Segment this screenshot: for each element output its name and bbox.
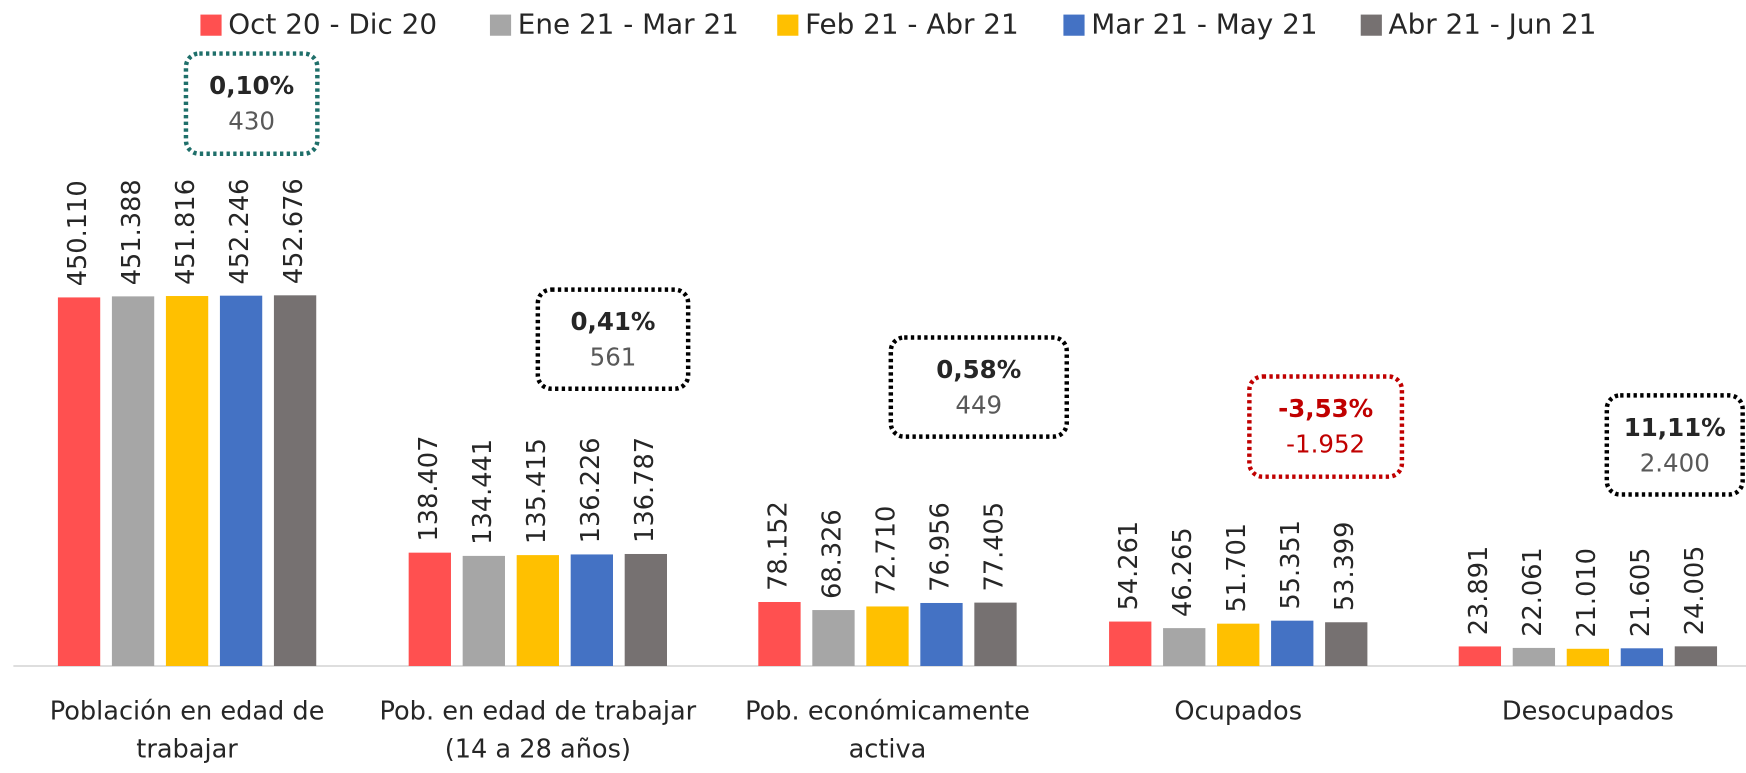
bar: [920, 602, 963, 666]
bar: [1271, 620, 1314, 666]
annotation-box: [1604, 393, 1745, 497]
bar: [516, 555, 559, 666]
annotation-percent: 0,41%: [571, 307, 656, 336]
bar: [57, 297, 101, 666]
value-label: 24.005: [1680, 546, 1710, 636]
category-label-box: Pob. en edad de trabajar (14 a 28 años): [379, 697, 697, 764]
value-label: 23.891: [1464, 546, 1494, 636]
bar: [1458, 646, 1502, 666]
value-label: 21.010: [1572, 548, 1602, 638]
bar: [1674, 646, 1718, 666]
bar: [462, 555, 505, 666]
value-label: 134.441: [468, 439, 498, 545]
value-label: 72.710: [871, 506, 901, 596]
x-tick-label: Ocupados: [1174, 697, 1303, 727]
x-tick-label: Desocupados: [1501, 697, 1674, 727]
bar: [1512, 647, 1556, 666]
value-label: 46.265: [1168, 527, 1198, 617]
bar: [974, 602, 1017, 666]
category-label-box: Población en edad de trabajar: [49, 697, 325, 764]
annotation-box: [888, 335, 1069, 439]
annotation-box: [535, 287, 691, 391]
bar: [1217, 623, 1260, 666]
x-tick-label: Pob. económicamente activa: [745, 697, 1030, 764]
value-label: 450.110: [63, 180, 93, 286]
value-label: 138.407: [414, 436, 444, 542]
bar: [624, 553, 667, 666]
bar: [1163, 628, 1206, 666]
annotation-value: 430: [228, 107, 275, 136]
bar: [758, 601, 801, 666]
bar: [866, 606, 909, 666]
annotation-percent: 0,10%: [209, 71, 294, 100]
value-label: 53.399: [1330, 522, 1360, 612]
annotation-percent: 11,11%: [1624, 413, 1726, 442]
value-label: 451.816: [171, 179, 201, 285]
bar: [219, 295, 263, 666]
value-label: 452.246: [225, 179, 255, 285]
value-label: 21.605: [1626, 548, 1656, 638]
bar: [1325, 622, 1368, 666]
bar: [273, 295, 317, 666]
value-label: 68.326: [817, 509, 847, 599]
category-label-box: Pob. económicamente activa: [745, 697, 1030, 764]
value-label: 77.405: [979, 502, 1009, 592]
legend-label: Abr 21 - Jun 21: [1389, 8, 1597, 41]
value-label: 76.956: [925, 502, 955, 592]
bar: [1109, 621, 1152, 666]
annotation-box: [1247, 374, 1405, 479]
value-label: 51.701: [1222, 523, 1252, 613]
legend-swatch: [489, 14, 512, 36]
bar: [165, 296, 209, 666]
legend-label: Oct 20 - Dic 20: [228, 8, 437, 41]
legend-swatch: [200, 14, 222, 36]
annotation-percent: 0,58%: [936, 355, 1021, 384]
value-label: 78.152: [763, 501, 793, 591]
annotation-value: 449: [955, 391, 1002, 420]
annotation-box: [183, 51, 320, 157]
category-label-box: Desocupados: [1501, 697, 1674, 727]
annotation-percent: -3,53%: [1278, 394, 1373, 423]
bar: [1620, 648, 1664, 666]
x-tick-label: Población en edad de trabajar: [49, 697, 325, 764]
annotation-value: -1.952: [1286, 430, 1365, 459]
legend-label: Ene 21 - Mar 21: [518, 8, 739, 41]
bar: [570, 554, 613, 666]
value-label: 136.226: [576, 437, 606, 543]
value-label: 54.261: [1114, 521, 1144, 611]
value-label: 55.351: [1276, 520, 1306, 610]
bar: [812, 610, 855, 666]
x-tick-label: Pob. en edad de trabajar (14 a 28 años): [379, 697, 697, 764]
legend-swatch: [1063, 14, 1085, 36]
category-label-box: Ocupados: [1174, 697, 1303, 727]
value-label: 22.061: [1518, 547, 1548, 637]
bar: [1566, 648, 1610, 666]
bar: [111, 296, 155, 666]
legend-label: Feb 21 - Abr 21: [805, 8, 1019, 41]
bar: [408, 552, 451, 666]
value-label: 451.388: [117, 179, 147, 285]
legend-swatch: [1360, 14, 1382, 36]
value-label: 452.676: [279, 178, 309, 284]
annotation-value: 2.400: [1640, 448, 1710, 477]
annotation-value: 561: [590, 343, 637, 372]
value-label: 135.415: [522, 438, 552, 544]
legend-label: Mar 21 - May 21: [1091, 8, 1317, 41]
legend-swatch: [777, 14, 799, 36]
value-label: 136.787: [630, 437, 660, 543]
